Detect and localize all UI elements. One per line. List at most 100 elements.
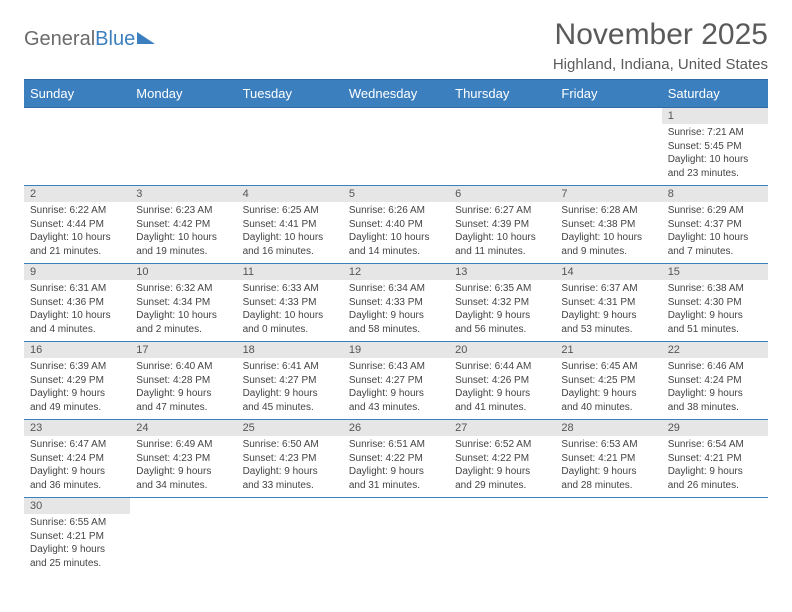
sunrise-line: Sunrise: 6:51 AM [349, 438, 443, 452]
day-number-empty [130, 498, 236, 514]
daylight-line-2: and 21 minutes. [30, 245, 124, 259]
daylight-line-2: and 56 minutes. [455, 323, 549, 337]
calendar-day-cell [237, 498, 343, 576]
day-number-empty [555, 498, 661, 514]
sunrise-line: Sunrise: 6:29 AM [668, 204, 762, 218]
calendar-day-cell [237, 108, 343, 186]
day-body: Sunrise: 6:37 AMSunset: 4:31 PMDaylight:… [555, 280, 661, 340]
calendar-day-cell [130, 108, 236, 186]
day-number: 9 [24, 264, 130, 280]
day-body: Sunrise: 6:22 AMSunset: 4:44 PMDaylight:… [24, 202, 130, 262]
day-body-empty [343, 514, 449, 520]
daylight-line-1: Daylight: 10 hours [561, 231, 655, 245]
day-number: 17 [130, 342, 236, 358]
sunrise-line: Sunrise: 6:31 AM [30, 282, 124, 296]
location-subtitle: Highland, Indiana, United States [553, 56, 768, 73]
sunrise-line: Sunrise: 6:54 AM [668, 438, 762, 452]
daylight-line-2: and 36 minutes. [30, 479, 124, 493]
day-number-empty [449, 108, 555, 124]
calendar-week-row: 2Sunrise: 6:22 AMSunset: 4:44 PMDaylight… [24, 186, 768, 264]
day-body: Sunrise: 6:50 AMSunset: 4:23 PMDaylight:… [237, 436, 343, 496]
day-body: Sunrise: 6:47 AMSunset: 4:24 PMDaylight:… [24, 436, 130, 496]
day-body-empty [24, 124, 130, 130]
logo-text-part2: Blue [95, 28, 135, 51]
day-body: Sunrise: 6:41 AMSunset: 4:27 PMDaylight:… [237, 358, 343, 418]
sunset-line: Sunset: 4:44 PM [30, 218, 124, 232]
sunrise-line: Sunrise: 6:25 AM [243, 204, 337, 218]
daylight-line-2: and 41 minutes. [455, 401, 549, 415]
day-number: 7 [555, 186, 661, 202]
sunset-line: Sunset: 4:26 PM [455, 374, 549, 388]
day-body: Sunrise: 6:40 AMSunset: 4:28 PMDaylight:… [130, 358, 236, 418]
daylight-line-2: and 7 minutes. [668, 245, 762, 259]
daylight-line-2: and 45 minutes. [243, 401, 337, 415]
calendar-day-cell: 18Sunrise: 6:41 AMSunset: 4:27 PMDayligh… [237, 342, 343, 420]
sunset-line: Sunset: 4:29 PM [30, 374, 124, 388]
calendar-week-row: 30Sunrise: 6:55 AMSunset: 4:21 PMDayligh… [24, 498, 768, 576]
daylight-line-1: Daylight: 9 hours [30, 465, 124, 479]
day-body: Sunrise: 6:49 AMSunset: 4:23 PMDaylight:… [130, 436, 236, 496]
daylight-line-2: and 11 minutes. [455, 245, 549, 259]
day-body-empty [555, 124, 661, 130]
daylight-line-1: Daylight: 9 hours [561, 387, 655, 401]
day-number-empty [555, 108, 661, 124]
day-body-empty [237, 124, 343, 130]
logo-text-part1: General [24, 28, 95, 51]
day-number: 14 [555, 264, 661, 280]
day-number: 18 [237, 342, 343, 358]
daylight-line-1: Daylight: 10 hours [243, 309, 337, 323]
calendar-day-cell: 20Sunrise: 6:44 AMSunset: 4:26 PMDayligh… [449, 342, 555, 420]
sunrise-line: Sunrise: 6:52 AM [455, 438, 549, 452]
daylight-line-1: Daylight: 9 hours [561, 465, 655, 479]
sunrise-line: Sunrise: 6:46 AM [668, 360, 762, 374]
day-body: Sunrise: 6:43 AMSunset: 4:27 PMDaylight:… [343, 358, 449, 418]
sunrise-line: Sunrise: 6:32 AM [136, 282, 230, 296]
calendar-body: 1Sunrise: 7:21 AMSunset: 5:45 PMDaylight… [24, 108, 768, 576]
calendar-day-cell: 24Sunrise: 6:49 AMSunset: 4:23 PMDayligh… [130, 420, 236, 498]
daylight-line-1: Daylight: 10 hours [455, 231, 549, 245]
day-body: Sunrise: 6:54 AMSunset: 4:21 PMDaylight:… [662, 436, 768, 496]
flag-icon [137, 32, 155, 44]
daylight-line-1: Daylight: 10 hours [668, 231, 762, 245]
daylight-line-1: Daylight: 9 hours [136, 465, 230, 479]
day-body: Sunrise: 6:51 AMSunset: 4:22 PMDaylight:… [343, 436, 449, 496]
sunrise-line: Sunrise: 6:23 AM [136, 204, 230, 218]
day-body: Sunrise: 6:32 AMSunset: 4:34 PMDaylight:… [130, 280, 236, 340]
daylight-line-1: Daylight: 9 hours [243, 465, 337, 479]
calendar-day-cell: 21Sunrise: 6:45 AMSunset: 4:25 PMDayligh… [555, 342, 661, 420]
calendar-day-cell: 23Sunrise: 6:47 AMSunset: 4:24 PMDayligh… [24, 420, 130, 498]
daylight-line-1: Daylight: 10 hours [30, 231, 124, 245]
weekday-header: Saturday [662, 80, 768, 108]
day-number: 21 [555, 342, 661, 358]
day-number: 28 [555, 420, 661, 436]
day-body: Sunrise: 6:44 AMSunset: 4:26 PMDaylight:… [449, 358, 555, 418]
calendar-day-cell: 28Sunrise: 6:53 AMSunset: 4:21 PMDayligh… [555, 420, 661, 498]
day-number: 16 [24, 342, 130, 358]
sunrise-line: Sunrise: 6:37 AM [561, 282, 655, 296]
logo: GeneralBlue [24, 18, 155, 51]
daylight-line-2: and 0 minutes. [243, 323, 337, 337]
day-body: Sunrise: 6:31 AMSunset: 4:36 PMDaylight:… [24, 280, 130, 340]
daylight-line-2: and 33 minutes. [243, 479, 337, 493]
calendar-day-cell: 13Sunrise: 6:35 AMSunset: 4:32 PMDayligh… [449, 264, 555, 342]
day-body-empty [449, 514, 555, 520]
day-body: Sunrise: 6:55 AMSunset: 4:21 PMDaylight:… [24, 514, 130, 574]
sunset-line: Sunset: 4:27 PM [349, 374, 443, 388]
daylight-line-1: Daylight: 10 hours [668, 153, 762, 167]
daylight-line-1: Daylight: 9 hours [455, 309, 549, 323]
sunset-line: Sunset: 4:37 PM [668, 218, 762, 232]
sunset-line: Sunset: 4:36 PM [30, 296, 124, 310]
day-number-empty [662, 498, 768, 514]
calendar-day-cell: 22Sunrise: 6:46 AMSunset: 4:24 PMDayligh… [662, 342, 768, 420]
sunset-line: Sunset: 4:33 PM [349, 296, 443, 310]
day-body: Sunrise: 6:29 AMSunset: 4:37 PMDaylight:… [662, 202, 768, 262]
calendar-day-cell: 15Sunrise: 6:38 AMSunset: 4:30 PMDayligh… [662, 264, 768, 342]
day-body: Sunrise: 6:46 AMSunset: 4:24 PMDaylight:… [662, 358, 768, 418]
daylight-line-1: Daylight: 9 hours [455, 387, 549, 401]
calendar-day-cell: 14Sunrise: 6:37 AMSunset: 4:31 PMDayligh… [555, 264, 661, 342]
calendar-day-cell [449, 498, 555, 576]
calendar-day-cell [343, 498, 449, 576]
daylight-line-2: and 28 minutes. [561, 479, 655, 493]
day-body: Sunrise: 6:52 AMSunset: 4:22 PMDaylight:… [449, 436, 555, 496]
day-number: 15 [662, 264, 768, 280]
